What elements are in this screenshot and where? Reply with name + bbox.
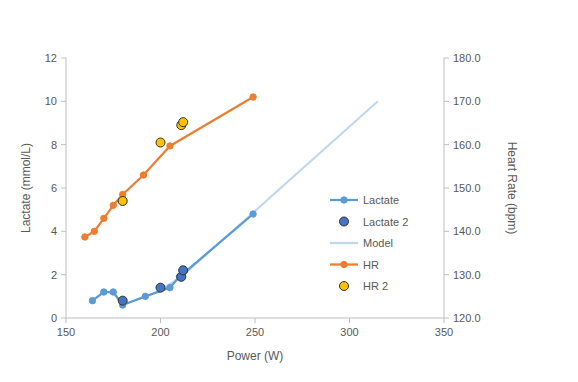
y2-tick xyxy=(444,58,449,59)
series-marker xyxy=(167,143,173,149)
y-tick xyxy=(61,274,66,275)
series-marker xyxy=(179,118,188,127)
series-marker xyxy=(101,215,107,221)
series-marker xyxy=(250,211,256,217)
series-marker xyxy=(89,297,95,303)
y2-tick xyxy=(444,231,449,232)
legend-label: HR 2 xyxy=(363,280,388,292)
legend: Lactate Lactate 2 Model HR HR 2 xyxy=(330,194,408,292)
legend-marker xyxy=(340,217,349,226)
series-marker xyxy=(101,289,107,295)
y-tick-label: 2 xyxy=(51,269,57,281)
y-tick xyxy=(61,231,66,232)
y-tick-label: 0 xyxy=(51,312,57,324)
y2-tick xyxy=(444,144,449,145)
y-tick xyxy=(61,318,66,319)
x-tick xyxy=(444,318,445,323)
y-tick-label: 12 xyxy=(45,52,57,64)
y-tick-label: 4 xyxy=(51,225,57,237)
series-marker xyxy=(110,289,116,295)
series-marker xyxy=(82,234,88,240)
y-tick-label: 10 xyxy=(45,95,57,107)
chart: 150 200 250 300 350 0 2 4 6 8 10 12 120.0 130.0 140.0 1… xyxy=(0,0,578,382)
legend-label: HR xyxy=(363,259,379,271)
legend-marker xyxy=(341,261,347,267)
y2-tick-label: 130.0 xyxy=(453,269,481,281)
x-tick xyxy=(255,318,256,323)
series-marker xyxy=(142,293,148,299)
series-line xyxy=(85,97,253,237)
y2-tick-label: 120.0 xyxy=(453,312,481,324)
y2-tick xyxy=(444,318,449,319)
y2-tick-label: 160.0 xyxy=(453,139,481,151)
y-tick-label: 6 xyxy=(51,182,57,194)
x-axis-title: Power (W) xyxy=(227,349,284,363)
x-tick-label: 300 xyxy=(340,326,358,338)
y2-tick-label: 140.0 xyxy=(453,225,481,237)
series-marker xyxy=(179,266,188,275)
legend-marker xyxy=(341,197,347,203)
legend-label: Lactate 2 xyxy=(363,216,408,228)
y2-axis-title: Heart Rate (bpm) xyxy=(505,142,519,235)
background xyxy=(0,0,578,382)
series-marker xyxy=(250,94,256,100)
series-marker xyxy=(110,202,116,208)
x-tick-label: 350 xyxy=(435,326,453,338)
series-marker xyxy=(156,283,165,292)
x-tick xyxy=(66,318,67,323)
series-marker xyxy=(118,296,127,305)
y2-tick xyxy=(444,101,449,102)
x-tick xyxy=(160,318,161,323)
legend-marker xyxy=(340,282,349,291)
legend-label: Lactate xyxy=(363,194,399,206)
legend-label: Model xyxy=(363,237,393,249)
y-axis-title: Lactate (mmol/L) xyxy=(19,143,33,233)
series-marker xyxy=(156,138,165,147)
series-marker xyxy=(91,228,97,234)
series-line xyxy=(92,214,253,305)
y-tick xyxy=(61,144,66,145)
y-tick xyxy=(61,101,66,102)
y-tick xyxy=(61,58,66,59)
x-tick-label: 150 xyxy=(57,326,75,338)
y2-tick-label: 150.0 xyxy=(453,182,481,194)
y2-tick xyxy=(444,188,449,189)
x-tick-label: 250 xyxy=(246,326,264,338)
plot-area xyxy=(82,94,378,308)
legend-swatch xyxy=(330,242,358,244)
x-tick xyxy=(349,318,350,323)
y-tick-label: 8 xyxy=(51,139,57,151)
series-marker xyxy=(140,172,146,178)
series-line xyxy=(161,101,378,289)
y2-tick-label: 180.0 xyxy=(453,52,481,64)
x-tick-label: 200 xyxy=(151,326,169,338)
series-marker xyxy=(167,284,173,290)
series-marker xyxy=(118,197,127,206)
y2-tick xyxy=(444,274,449,275)
y-tick xyxy=(61,188,66,189)
y2-tick-label: 170.0 xyxy=(453,95,481,107)
